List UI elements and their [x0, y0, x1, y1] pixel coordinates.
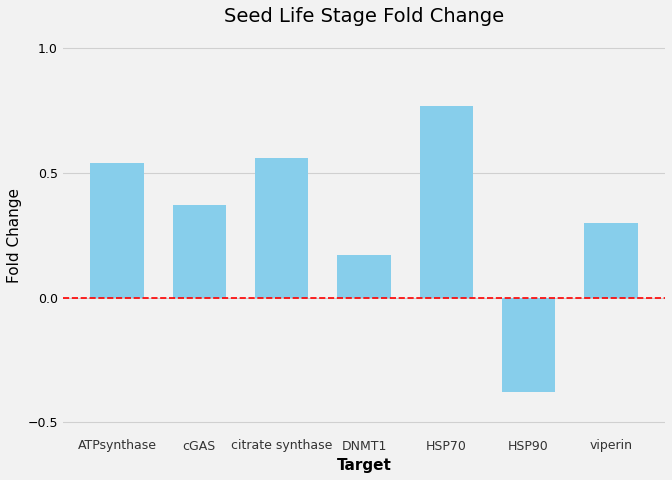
Y-axis label: Fold Change: Fold Change	[7, 188, 22, 283]
Bar	[502, 298, 555, 392]
Title: Seed Life Stage Fold Change: Seed Life Stage Fold Change	[224, 7, 504, 26]
Bar	[584, 223, 638, 298]
Bar	[90, 163, 144, 298]
Bar	[337, 255, 390, 298]
Bar	[173, 205, 226, 298]
Bar	[255, 158, 308, 298]
X-axis label: Target: Target	[337, 458, 391, 473]
Bar	[419, 106, 473, 298]
